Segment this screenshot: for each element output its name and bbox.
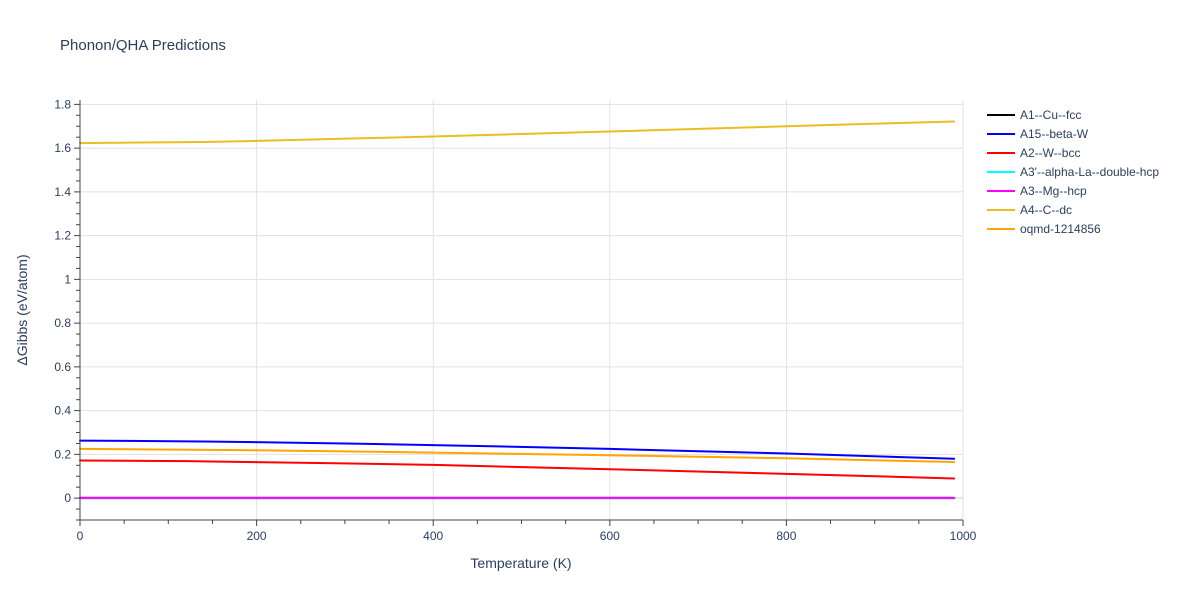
- series-line-oqmd-1214856: [79, 447, 956, 464]
- y-tick-label: 0.4: [54, 404, 71, 418]
- legend-item[interactable]: A3--Mg--hcp: [987, 184, 1087, 198]
- x-tick-label: 0: [77, 529, 84, 543]
- x-tick-label: 200: [247, 529, 267, 543]
- y-tick-label: 1.4: [54, 185, 71, 199]
- legend-item[interactable]: A2--W--bcc: [987, 146, 1080, 160]
- y-tick-label: 0.2: [54, 447, 71, 461]
- y-axis-title: ΔGibbs (eV/atom): [14, 254, 30, 365]
- legend-label: A4--C--dc: [1020, 203, 1072, 217]
- y-tick-label: 0.6: [54, 360, 71, 374]
- legend-item[interactable]: oqmd-1214856: [987, 222, 1101, 236]
- y-tick-label: 0.8: [54, 316, 71, 330]
- y-tick-label: 1.8: [54, 97, 71, 111]
- legend-label: A2--W--bcc: [1020, 146, 1080, 160]
- axis-layer: 0 200 400 600 800 1000 0 0.2 0.4 0.6 0.8 1 1.2 1.4 1.6…: [54, 97, 976, 543]
- y-tick-label: 1: [64, 272, 71, 286]
- grid-layer: [80, 100, 964, 520]
- legend-label: oqmd-1214856: [1020, 222, 1101, 236]
- chart-title: Phonon/QHA Predictions: [60, 37, 226, 54]
- x-tick-label: 600: [600, 529, 620, 543]
- legend-item[interactable]: A15--beta-W: [987, 127, 1089, 141]
- x-tick-label: 400: [423, 529, 443, 543]
- legend-item[interactable]: A4--C--dc: [987, 203, 1072, 217]
- series-line-a15-beta-w: [79, 439, 956, 460]
- y-tick-label: 1.6: [54, 141, 71, 155]
- x-tick-label: 1000: [950, 529, 977, 543]
- series-line-a2-w-bcc: [79, 459, 956, 480]
- legend: A1--Cu--fcc A15--beta-W A2--W--bcc A3'--alp…: [987, 108, 1159, 236]
- legend-label: A15--beta-W: [1020, 127, 1089, 141]
- legend-item[interactable]: A1--Cu--fcc: [987, 108, 1081, 122]
- legend-item[interactable]: A3'--alpha-La--double-hcp: [987, 165, 1159, 179]
- legend-label: A1--Cu--fcc: [1020, 108, 1081, 122]
- y-tick-label: 1.2: [54, 229, 71, 243]
- legend-label: A3--Mg--hcp: [1020, 184, 1087, 198]
- series-layer: [79, 120, 956, 500]
- legend-label: A3'--alpha-La--double-hcp: [1020, 165, 1159, 179]
- y-tick-label: 0: [64, 491, 71, 505]
- x-axis-title: Temperature (K): [470, 555, 571, 571]
- series-line-a4-c-dc: [79, 120, 956, 145]
- x-tick-label: 800: [776, 529, 796, 543]
